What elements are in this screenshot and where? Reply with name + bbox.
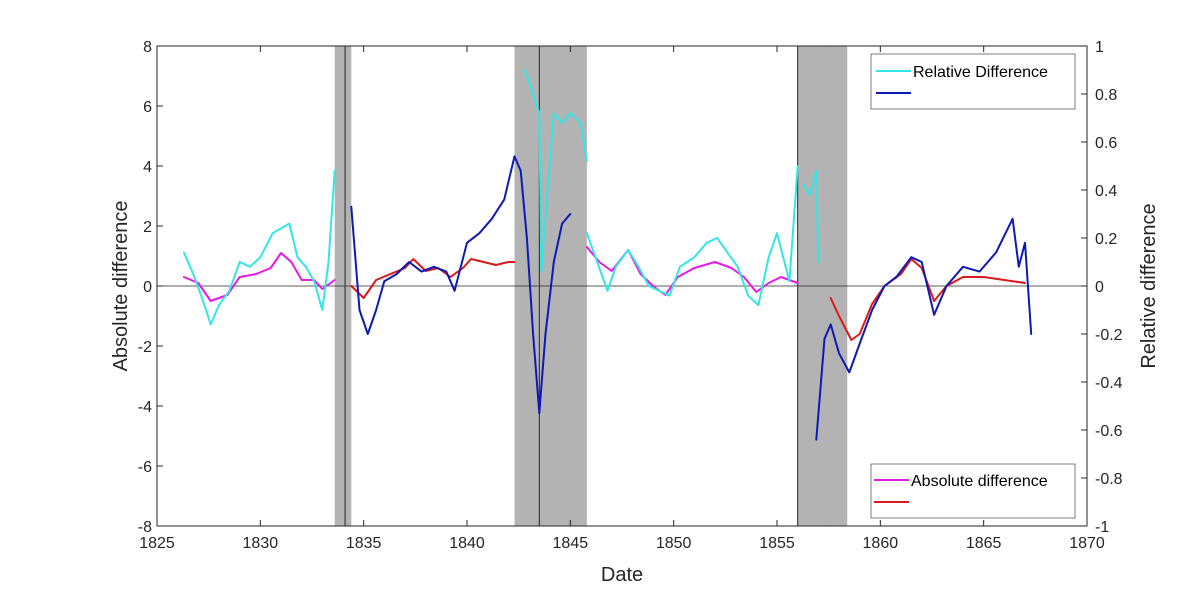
legend-bottom-label-0: Absolute difference xyxy=(911,473,1048,490)
legend-bottom: Absolute difference xyxy=(870,463,1076,519)
series-3-segment-2 xyxy=(815,217,1033,441)
series-3-segment-1 xyxy=(513,155,572,415)
x-tick-label-9: 1870 xyxy=(1069,535,1105,552)
y-right-tick-label-1: -0.8 xyxy=(1095,471,1123,488)
x-axis-label: Date xyxy=(601,564,643,586)
series-2-segment-0 xyxy=(182,169,336,326)
x-tick-label-2: 1835 xyxy=(346,535,382,552)
y-left-tick-label-8: 8 xyxy=(143,39,152,56)
y-left-tick-label-3: -2 xyxy=(138,339,152,356)
series-1-segment-1 xyxy=(829,258,1026,341)
legend-top-label-0: Relative Difference xyxy=(913,64,1048,81)
x-tick-label-8: 1865 xyxy=(966,535,1002,552)
legend-bottom-box xyxy=(870,463,1076,519)
y-left-axis-ticks: -8 -6 -4 -2 0 2 4 6 8 xyxy=(138,39,163,536)
series-3-segment-0 xyxy=(350,155,516,335)
y-right-tick-label-3: -0.4 xyxy=(1095,375,1123,392)
y-left-tick-label-2: -4 xyxy=(138,399,152,416)
x-tick-label-3: 1840 xyxy=(449,535,485,552)
y-left-tick-label-0: -8 xyxy=(138,519,152,536)
y-right-tick-label-5: 0 xyxy=(1095,279,1104,296)
y-right-tick-label-4: -0.2 xyxy=(1095,327,1123,344)
x-axis-ticks: 1825 1830 1835 1840 1845 1850 1855 1860 1865 1870 xyxy=(139,46,1105,552)
y-right-tick-label-9: 0.8 xyxy=(1095,87,1117,104)
series-2-segment-2 xyxy=(585,165,799,307)
y-left-tick-label-5: 2 xyxy=(143,219,152,236)
x-tick-label-6: 1855 xyxy=(759,535,795,552)
legend-top-box xyxy=(870,53,1076,110)
y-right-tick-label-0: -1 xyxy=(1095,519,1109,536)
y-right-tick-label-6: 0.2 xyxy=(1095,231,1117,248)
y-right-tick-label-8: 0.6 xyxy=(1095,135,1117,152)
y-right-axis-label: Relative difference xyxy=(1138,203,1160,368)
y-left-axis-label: Absolute difference xyxy=(110,201,132,372)
x-tick-label-4: 1845 xyxy=(553,535,589,552)
y-left-tick-label-7: 6 xyxy=(143,99,152,116)
x-tick-label-5: 1850 xyxy=(656,535,692,552)
y-right-tick-label-10: 1 xyxy=(1095,39,1104,56)
y-left-tick-label-6: 4 xyxy=(143,159,152,176)
series-2-segment-1 xyxy=(523,69,588,273)
y-right-tick-label-7: 0.4 xyxy=(1095,183,1117,200)
series-lines xyxy=(182,69,1033,441)
series-2-segment-3 xyxy=(802,169,820,263)
x-tick-label-7: 1860 xyxy=(863,535,899,552)
y-right-tick-label-2: -0.6 xyxy=(1095,423,1123,440)
y-right-axis-ticks: -1 -0.8 -0.6 -0.4 -0.2 0 0.2 0.4 0.6 0.8 1 xyxy=(1081,39,1123,536)
x-tick-label-0: 1825 xyxy=(139,535,175,552)
y-left-tick-label-1: -6 xyxy=(138,459,152,476)
y-left-tick-label-4: 0 xyxy=(143,279,152,296)
legend-top: Relative Difference xyxy=(870,53,1076,110)
x-tick-label-1: 1830 xyxy=(243,535,279,552)
